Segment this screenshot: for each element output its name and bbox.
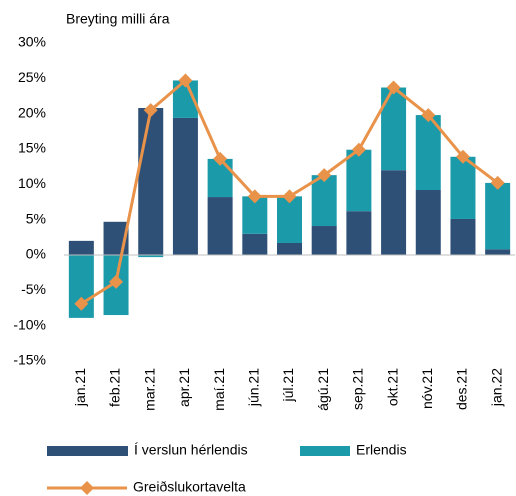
y-tick-label: 10% xyxy=(18,175,46,191)
x-tick-label: júl.21 xyxy=(280,368,296,403)
bar xyxy=(172,117,198,255)
bar xyxy=(138,255,164,258)
y-tick-label: 25% xyxy=(18,69,46,85)
bar xyxy=(346,211,372,255)
x-tick-label: maí.21 xyxy=(211,368,227,411)
x-tick-label: okt.21 xyxy=(384,368,400,406)
legend-label: Erlendis xyxy=(356,442,407,458)
bar xyxy=(138,108,164,255)
bar xyxy=(381,87,407,171)
bar xyxy=(277,242,302,255)
y-axis-title: Breyting milli ára xyxy=(66,11,170,27)
bar xyxy=(346,149,372,212)
bar xyxy=(485,182,511,250)
x-tick-label: des.21 xyxy=(454,368,470,410)
bar xyxy=(311,226,337,255)
bar xyxy=(277,196,302,243)
line-marker xyxy=(213,151,228,166)
legend-swatch xyxy=(300,446,350,456)
bar xyxy=(450,156,476,219)
line-marker xyxy=(386,80,401,95)
legend-swatch xyxy=(47,446,128,456)
line-marker xyxy=(143,103,158,118)
line-marker xyxy=(421,108,436,123)
y-tick-label: -15% xyxy=(13,352,46,368)
legend-label: Greiðslukortavelta xyxy=(133,479,246,495)
x-tick-label: jan.22 xyxy=(488,368,504,407)
line-marker xyxy=(247,189,262,204)
x-tick-label: feb.21 xyxy=(107,368,123,407)
y-tick-label: 15% xyxy=(18,140,46,156)
bar xyxy=(242,233,268,255)
bar xyxy=(311,175,337,227)
bar xyxy=(415,189,441,255)
bar xyxy=(450,218,476,255)
line-marker xyxy=(317,168,332,183)
y-tick-label: 0% xyxy=(26,246,46,262)
x-tick-label: nóv.21 xyxy=(419,368,435,409)
y-tick-label: -10% xyxy=(13,316,46,332)
line-marker xyxy=(455,149,470,164)
bar xyxy=(68,240,94,255)
x-tick-label: sep.21 xyxy=(350,368,366,410)
line-marker xyxy=(178,73,193,88)
line-marker xyxy=(351,142,366,157)
legend-label: Í verslun hérlendis xyxy=(134,442,248,458)
x-tick-label: mar.21 xyxy=(141,368,157,411)
x-tick-label: ágú.21 xyxy=(315,368,331,411)
line-marker xyxy=(490,175,505,190)
bar xyxy=(207,197,233,255)
y-tick-label: 30% xyxy=(18,34,46,50)
bar xyxy=(415,115,441,190)
y-tick-label: -5% xyxy=(21,281,46,297)
y-tick-label: 20% xyxy=(18,104,46,120)
bar xyxy=(381,170,407,255)
bar xyxy=(485,249,511,255)
x-tick-label: apr.21 xyxy=(176,368,192,407)
line-marker xyxy=(282,189,297,204)
line-marker xyxy=(109,274,124,289)
y-tick-label: 5% xyxy=(26,210,46,226)
x-tick-label: jún.21 xyxy=(246,368,262,407)
line-marker xyxy=(74,296,89,311)
legend-marker xyxy=(80,481,94,495)
x-tick-label: jan.21 xyxy=(72,368,88,407)
